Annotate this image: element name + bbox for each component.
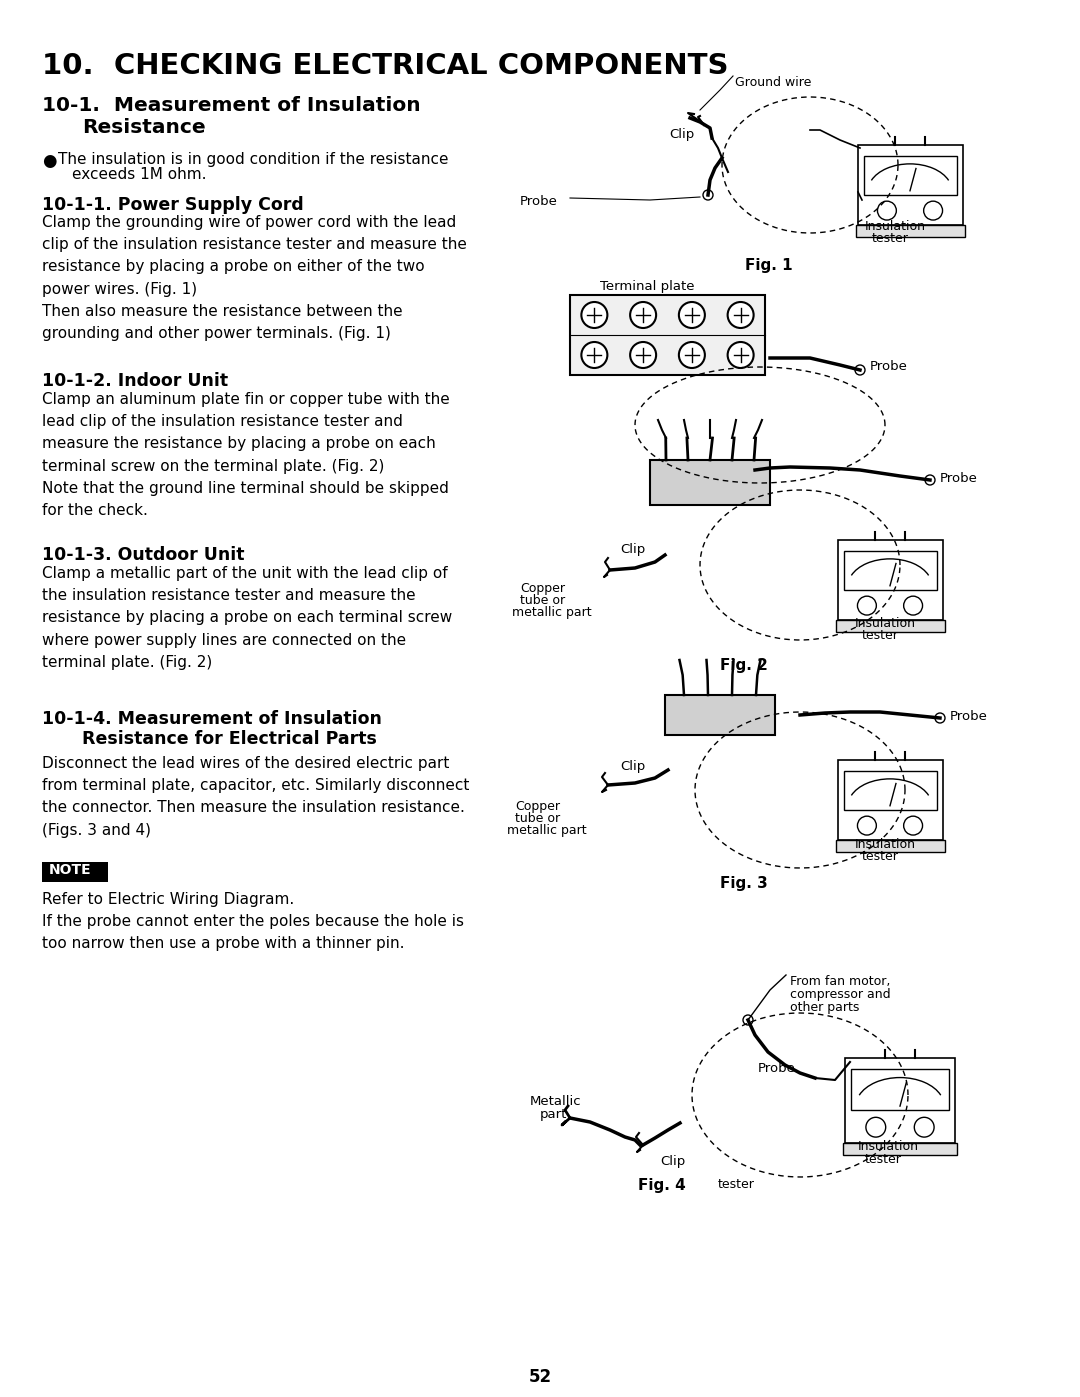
Bar: [845, 1058, 955, 1143]
Circle shape: [728, 302, 754, 328]
Text: tester: tester: [865, 1153, 902, 1166]
Text: 10-1-4. Measurement of Insulation: 10-1-4. Measurement of Insulation: [42, 710, 382, 728]
Text: ●: ●: [42, 152, 56, 170]
Circle shape: [858, 816, 876, 835]
Bar: [851, 1069, 949, 1111]
Text: Copper: Copper: [519, 583, 565, 595]
Circle shape: [630, 302, 657, 328]
Circle shape: [924, 475, 935, 485]
Text: Fig. 1: Fig. 1: [745, 258, 793, 272]
Text: Clamp the grounding wire of power cord with the lead
clip of the insulation resi: Clamp the grounding wire of power cord w…: [42, 215, 467, 341]
Bar: [836, 620, 945, 631]
Circle shape: [935, 712, 945, 724]
FancyBboxPatch shape: [42, 862, 108, 882]
Text: metallic part: metallic part: [507, 824, 586, 837]
Circle shape: [581, 342, 607, 367]
Bar: [650, 460, 770, 504]
Bar: [836, 840, 945, 852]
Text: Probe: Probe: [940, 472, 977, 485]
Circle shape: [915, 1118, 934, 1137]
Bar: [837, 760, 943, 840]
Bar: [843, 552, 936, 590]
Circle shape: [877, 201, 896, 221]
Text: metallic part: metallic part: [512, 606, 592, 619]
Text: Copper: Copper: [515, 800, 561, 813]
Circle shape: [703, 190, 713, 200]
Text: 10.  CHECKING ELECTRICAL COMPONENTS: 10. CHECKING ELECTRICAL COMPONENTS: [42, 52, 729, 80]
Text: tester: tester: [718, 1178, 755, 1192]
Text: tester: tester: [862, 629, 899, 643]
Circle shape: [581, 302, 607, 328]
Text: Resistance: Resistance: [82, 117, 205, 137]
Text: part: part: [540, 1108, 567, 1120]
Circle shape: [904, 816, 922, 835]
Circle shape: [744, 1016, 752, 1024]
Text: 10-1-1. Power Supply Cord: 10-1-1. Power Supply Cord: [42, 196, 303, 214]
Text: 10-1-3. Outdoor Unit: 10-1-3. Outdoor Unit: [42, 546, 244, 564]
Bar: [864, 156, 957, 194]
Text: other parts: other parts: [789, 1002, 860, 1014]
Text: Probe: Probe: [758, 1062, 796, 1076]
Circle shape: [679, 342, 705, 367]
Text: Fig. 2: Fig. 2: [720, 658, 768, 673]
Bar: [665, 694, 775, 735]
Text: From fan motor,: From fan motor,: [789, 975, 890, 988]
Text: Clip: Clip: [620, 760, 645, 773]
Text: Clip: Clip: [620, 543, 645, 556]
Text: Resistance for Electrical Parts: Resistance for Electrical Parts: [82, 731, 377, 747]
Text: Disconnect the lead wires of the desired electric part
from terminal plate, capa: Disconnect the lead wires of the desired…: [42, 756, 470, 838]
Text: Insulation: Insulation: [855, 617, 916, 630]
Text: Probe: Probe: [870, 360, 908, 373]
Bar: [837, 541, 943, 620]
Text: Clip: Clip: [660, 1155, 685, 1168]
Text: The insulation is in good condition if the resistance: The insulation is in good condition if t…: [58, 152, 448, 168]
Circle shape: [679, 302, 705, 328]
Text: Insulation: Insulation: [865, 219, 926, 233]
Text: Ground wire: Ground wire: [735, 75, 811, 89]
Text: Fig. 3: Fig. 3: [720, 876, 768, 891]
Circle shape: [728, 342, 754, 367]
Circle shape: [743, 1016, 753, 1025]
Circle shape: [855, 365, 865, 374]
Bar: [843, 771, 936, 810]
Bar: [843, 1143, 957, 1154]
Text: Clamp a metallic part of the unit with the lead clip of
the insulation resistanc: Clamp a metallic part of the unit with t…: [42, 566, 453, 669]
Bar: [858, 145, 962, 225]
Text: 10-1.  Measurement of Insulation: 10-1. Measurement of Insulation: [42, 96, 420, 115]
Circle shape: [630, 342, 657, 367]
Text: Clamp an aluminum plate fin or copper tube with the
lead clip of the insulation : Clamp an aluminum plate fin or copper tu…: [42, 393, 449, 518]
Text: exceeds 1M ohm.: exceeds 1M ohm.: [72, 168, 206, 182]
Bar: [570, 295, 765, 374]
Circle shape: [904, 597, 922, 615]
Text: tester: tester: [862, 849, 899, 863]
Text: Probe: Probe: [519, 196, 558, 208]
Text: tube or: tube or: [519, 594, 565, 608]
Text: Fig. 4: Fig. 4: [638, 1178, 686, 1193]
Text: Refer to Electric Wiring Diagram.
If the probe cannot enter the poles because th: Refer to Electric Wiring Diagram. If the…: [42, 893, 464, 951]
Bar: [855, 225, 964, 237]
Text: Insulation: Insulation: [858, 1140, 919, 1153]
Text: tester: tester: [872, 232, 909, 244]
Text: tube or: tube or: [515, 812, 561, 826]
Text: Probe: Probe: [950, 710, 988, 724]
Text: Insulation: Insulation: [855, 838, 916, 851]
Circle shape: [923, 201, 943, 221]
Text: 52: 52: [528, 1368, 552, 1386]
Text: 10-1-2. Indoor Unit: 10-1-2. Indoor Unit: [42, 372, 228, 390]
Text: Metallic: Metallic: [530, 1095, 582, 1108]
Text: Terminal plate: Terminal plate: [600, 279, 694, 293]
Circle shape: [866, 1118, 886, 1137]
Text: compressor and: compressor and: [789, 988, 891, 1002]
Circle shape: [858, 597, 876, 615]
Text: Clip: Clip: [669, 129, 694, 141]
Text: NOTE: NOTE: [49, 863, 92, 877]
